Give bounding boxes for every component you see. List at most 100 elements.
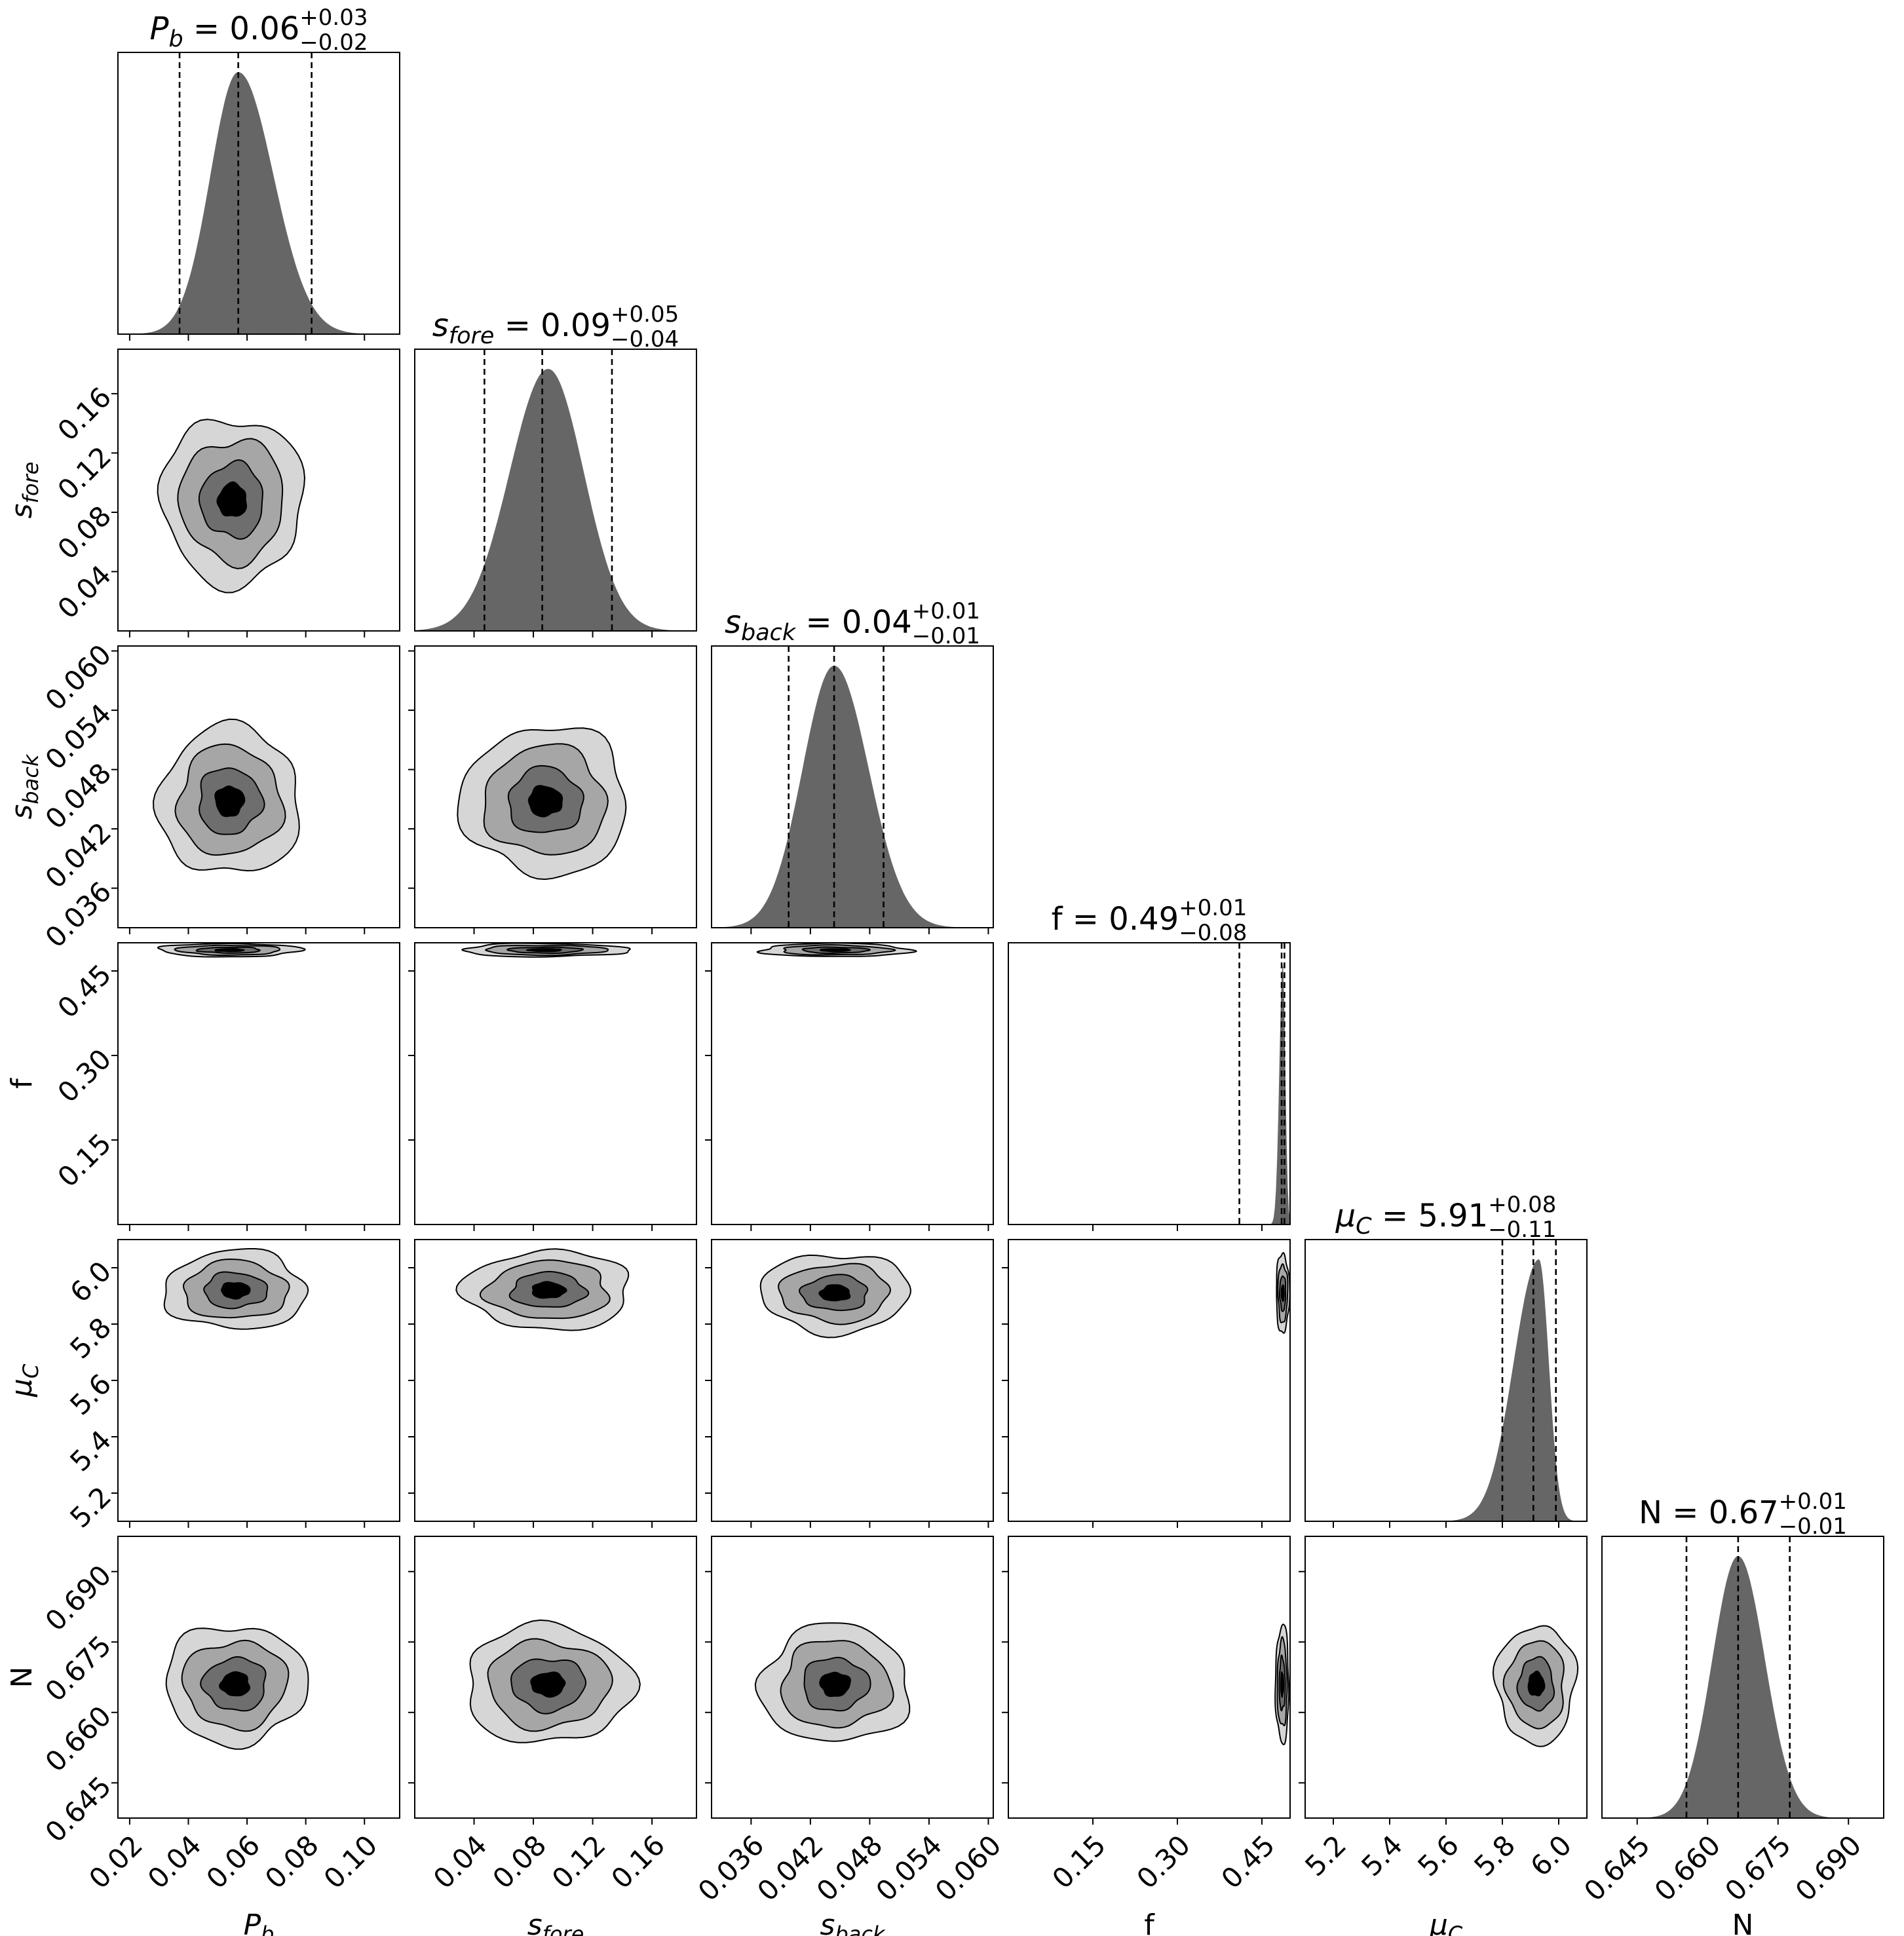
label-subscript: fore <box>449 323 495 349</box>
equals-sign: = <box>795 604 842 641</box>
y-tick-label: 0.690 <box>39 1559 118 1637</box>
y-axis-label-N: N <box>5 1667 39 1688</box>
title-sfore: sfore = 0.09+0.05 <box>432 301 679 349</box>
title-median: 0.67 <box>1709 1494 1779 1531</box>
title-upper-error: +0.08 <box>1488 1192 1556 1218</box>
contour-panel-N-vs-f <box>1008 1536 1291 1819</box>
y-tick-label: 6.0 <box>64 1255 117 1309</box>
y-tick-label: 0.45 <box>51 959 117 1025</box>
panel-frame <box>117 52 400 335</box>
y-tick-label: 0.042 <box>39 816 118 895</box>
title-upper-error: +0.05 <box>611 301 679 328</box>
contour-panel-N-vs-sback <box>711 1536 994 1819</box>
x-axis-label-muC: μC <box>1429 1908 1463 1936</box>
x-tick-label: 0.06 <box>200 1829 266 1895</box>
contour-level-4 <box>819 948 851 953</box>
y-tick-label: 5.8 <box>64 1312 117 1365</box>
title-upper-error: +0.01 <box>1779 1489 1847 1515</box>
label-base: P <box>150 10 169 47</box>
label-base: μ <box>1429 1908 1448 1936</box>
label-base: s <box>725 604 741 641</box>
contour-level-4 <box>531 1281 567 1299</box>
histogram-density-sback <box>712 666 993 928</box>
x-tick-label: 0.690 <box>1789 1829 1868 1907</box>
contour-panel-muC-vs-sback <box>711 1239 994 1522</box>
label-subscript: C <box>1356 1213 1372 1240</box>
x-tick-label: 0.08 <box>486 1829 552 1895</box>
y-axis-label-f: f <box>5 1078 39 1089</box>
y-axis-label-muC: μC <box>5 1363 43 1397</box>
contour-level-4 <box>530 1671 566 1698</box>
label-base: s <box>820 1908 835 1936</box>
contour-level-4 <box>1280 1284 1285 1302</box>
histogram-density-f <box>1008 964 1290 1224</box>
contour-level-4 <box>525 948 563 953</box>
contour-level-4 <box>1280 1671 1285 1698</box>
panel-frame <box>711 645 994 928</box>
x-tick-label: 0.08 <box>259 1829 325 1895</box>
label-subscript: back <box>18 753 43 805</box>
label-base: f <box>1052 901 1063 938</box>
histogram-panel-Pb: Pb = 0.06+0.03−0.02 <box>117 5 400 335</box>
x-axis-label-Pb: Pb <box>244 1908 275 1936</box>
x-tick-label: 6.0 <box>1524 1829 1578 1882</box>
contour-panel-N-vs-sfore <box>414 1536 697 1819</box>
contour-level-4 <box>219 1671 251 1697</box>
x-tick-label: 0.45 <box>1215 1829 1281 1895</box>
contour-panel-f-vs-sfore <box>414 942 697 1225</box>
title-lower-error: −0.08 <box>1179 920 1247 946</box>
histogram-panel-muC: μC = 5.91+0.08−0.11 <box>1304 1192 1588 1522</box>
x-tick-label: 0.645 <box>1578 1829 1656 1907</box>
panel-frame <box>1008 1239 1291 1522</box>
x-tick-label: 0.10 <box>318 1829 384 1895</box>
x-tick-label: 5.2 <box>1299 1829 1352 1882</box>
x-tick-label: 0.30 <box>1130 1829 1196 1895</box>
x-tick-label: 0.16 <box>605 1829 671 1895</box>
panel-frame <box>117 645 400 928</box>
y-tick-label: 5.4 <box>64 1424 117 1478</box>
label-subscript: b <box>168 26 183 52</box>
contour-level-4 <box>527 785 563 818</box>
title-Pb: Pb = 0.06+0.03 <box>150 5 368 52</box>
title-f: f = 0.49+0.01 <box>1052 895 1247 938</box>
panel-frame <box>117 1536 400 1819</box>
contour-level-4 <box>1527 1670 1546 1697</box>
contour-panel-muC-vs-f <box>1008 1239 1291 1522</box>
label-base: μ <box>5 1378 39 1397</box>
histogram-density-muC <box>1305 1259 1587 1521</box>
equals-sign: = <box>183 10 230 47</box>
panel-frame <box>1601 1536 1884 1819</box>
title-upper-error: +0.01 <box>1179 895 1247 921</box>
y-tick-label: 0.054 <box>39 698 118 776</box>
label-base: s <box>527 1908 543 1936</box>
label-base: μ <box>1335 1198 1356 1234</box>
x-tick-label: 0.15 <box>1046 1829 1112 1895</box>
title-median: 5.91 <box>1418 1198 1488 1234</box>
contour-panel-N-vs-muC <box>1304 1536 1588 1819</box>
histogram-density-sfore <box>415 369 696 631</box>
x-axis-label-f: f <box>1144 1908 1155 1936</box>
x-tick-label: 5.8 <box>1468 1829 1521 1882</box>
title-lower-error: −0.04 <box>611 326 679 352</box>
y-tick-label: 0.12 <box>51 440 117 506</box>
x-tick-label: 0.02 <box>83 1829 149 1895</box>
x-tick-label: 0.060 <box>929 1829 1008 1907</box>
x-tick-label: 0.042 <box>751 1829 829 1907</box>
title-upper-error: +0.01 <box>912 598 980 624</box>
x-axis-label-sback: sback <box>820 1908 886 1936</box>
label-subscript: back <box>741 620 797 646</box>
x-tick-label: 5.6 <box>1411 1829 1465 1882</box>
label-base: N <box>1732 1908 1754 1936</box>
label-subscript: C <box>18 1363 43 1378</box>
contour-panel-f-vs-Pb <box>117 942 400 1225</box>
equals-sign: = <box>494 307 541 344</box>
x-tick-label: 0.036 <box>692 1829 771 1907</box>
panel-frame <box>414 1536 697 1819</box>
x-tick-label: 0.12 <box>546 1829 612 1895</box>
contour-panel-muC-vs-sfore <box>414 1239 697 1522</box>
contour-level-4 <box>214 948 245 953</box>
y-tick-label: 5.6 <box>64 1368 117 1422</box>
title-N: N = 0.67+0.01 <box>1639 1489 1847 1531</box>
y-axis-label-sback: sback <box>5 753 43 819</box>
panel-frame <box>414 645 697 928</box>
